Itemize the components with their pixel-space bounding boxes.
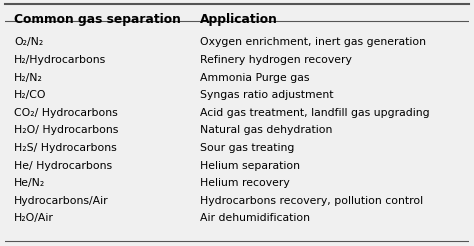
- Text: He/ Hydrocarbons: He/ Hydrocarbons: [14, 161, 112, 171]
- Text: H₂/Hydrocarbons: H₂/Hydrocarbons: [14, 55, 106, 65]
- Text: Helium recovery: Helium recovery: [200, 178, 290, 188]
- Text: Air dehumidification: Air dehumidification: [200, 213, 310, 223]
- Text: Natural gas dehydration: Natural gas dehydration: [200, 125, 332, 135]
- Text: H₂O/ Hydrocarbons: H₂O/ Hydrocarbons: [14, 125, 118, 135]
- Text: Syngas ratio adjustment: Syngas ratio adjustment: [200, 90, 333, 100]
- Text: Hydrocarbons/Air: Hydrocarbons/Air: [14, 196, 109, 206]
- Text: O₂/N₂: O₂/N₂: [14, 37, 43, 47]
- Text: Application: Application: [200, 13, 278, 26]
- Text: H₂O/Air: H₂O/Air: [14, 213, 54, 223]
- Text: Common gas separation: Common gas separation: [14, 13, 181, 26]
- Text: Sour gas treating: Sour gas treating: [200, 143, 294, 153]
- Text: Oxygen enrichment, inert gas generation: Oxygen enrichment, inert gas generation: [200, 37, 426, 47]
- Text: CO₂/ Hydrocarbons: CO₂/ Hydrocarbons: [14, 108, 118, 118]
- Text: H₂S/ Hydrocarbons: H₂S/ Hydrocarbons: [14, 143, 117, 153]
- Text: Acid gas treatment, landfill gas upgrading: Acid gas treatment, landfill gas upgradi…: [200, 108, 429, 118]
- Text: He/N₂: He/N₂: [14, 178, 46, 188]
- Text: H₂/N₂: H₂/N₂: [14, 73, 43, 83]
- Text: Helium separation: Helium separation: [200, 161, 300, 171]
- Text: H₂/CO: H₂/CO: [14, 90, 46, 100]
- Text: Refinery hydrogen recovery: Refinery hydrogen recovery: [200, 55, 352, 65]
- Text: Ammonia Purge gas: Ammonia Purge gas: [200, 73, 310, 83]
- Text: Hydrocarbons recovery, pollution control: Hydrocarbons recovery, pollution control: [200, 196, 423, 206]
